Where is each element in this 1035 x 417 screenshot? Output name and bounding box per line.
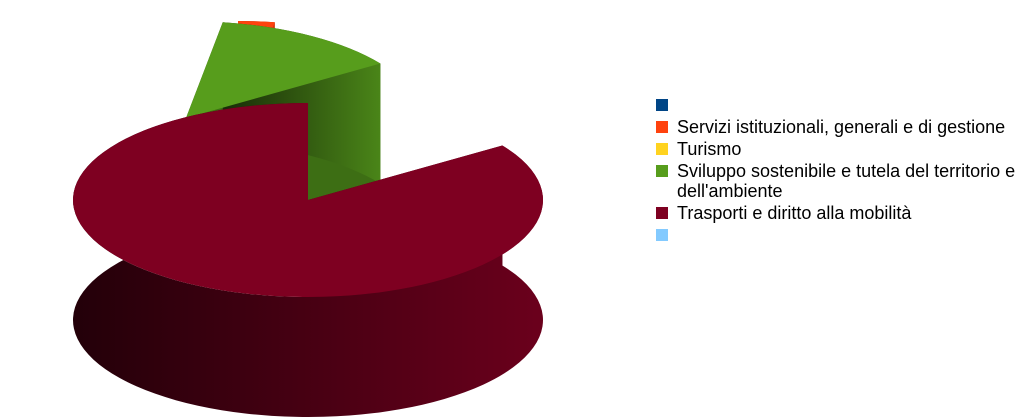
pie-chart xyxy=(72,21,543,417)
legend-swatch xyxy=(656,229,668,241)
legend-item: Servizi istituzionali, generali e di ges… xyxy=(656,117,1031,137)
legend-label: Turismo xyxy=(677,139,742,159)
legend-swatch xyxy=(656,99,668,111)
legend-swatch xyxy=(656,121,668,133)
legend-label: Sviluppo sostenibile e tutela del territ… xyxy=(677,161,1016,201)
chart-legend: Servizi istituzionali, generali e di ges… xyxy=(656,95,1031,247)
legend-item: Sviluppo sostenibile e tutela del territ… xyxy=(656,161,1031,201)
legend-label: Servizi istituzionali, generali e di ges… xyxy=(677,117,1006,137)
legend-item xyxy=(656,95,1031,115)
legend-item: Turismo xyxy=(656,139,1031,159)
pie-slice xyxy=(72,103,543,417)
legend-label: Trasporti e diritto alla mobilità xyxy=(677,203,912,223)
legend-item xyxy=(656,225,1031,245)
legend-swatch xyxy=(656,143,668,155)
legend-item: Trasporti e diritto alla mobilità xyxy=(656,203,1031,223)
legend-swatch xyxy=(656,207,668,219)
legend-swatch xyxy=(656,165,668,177)
